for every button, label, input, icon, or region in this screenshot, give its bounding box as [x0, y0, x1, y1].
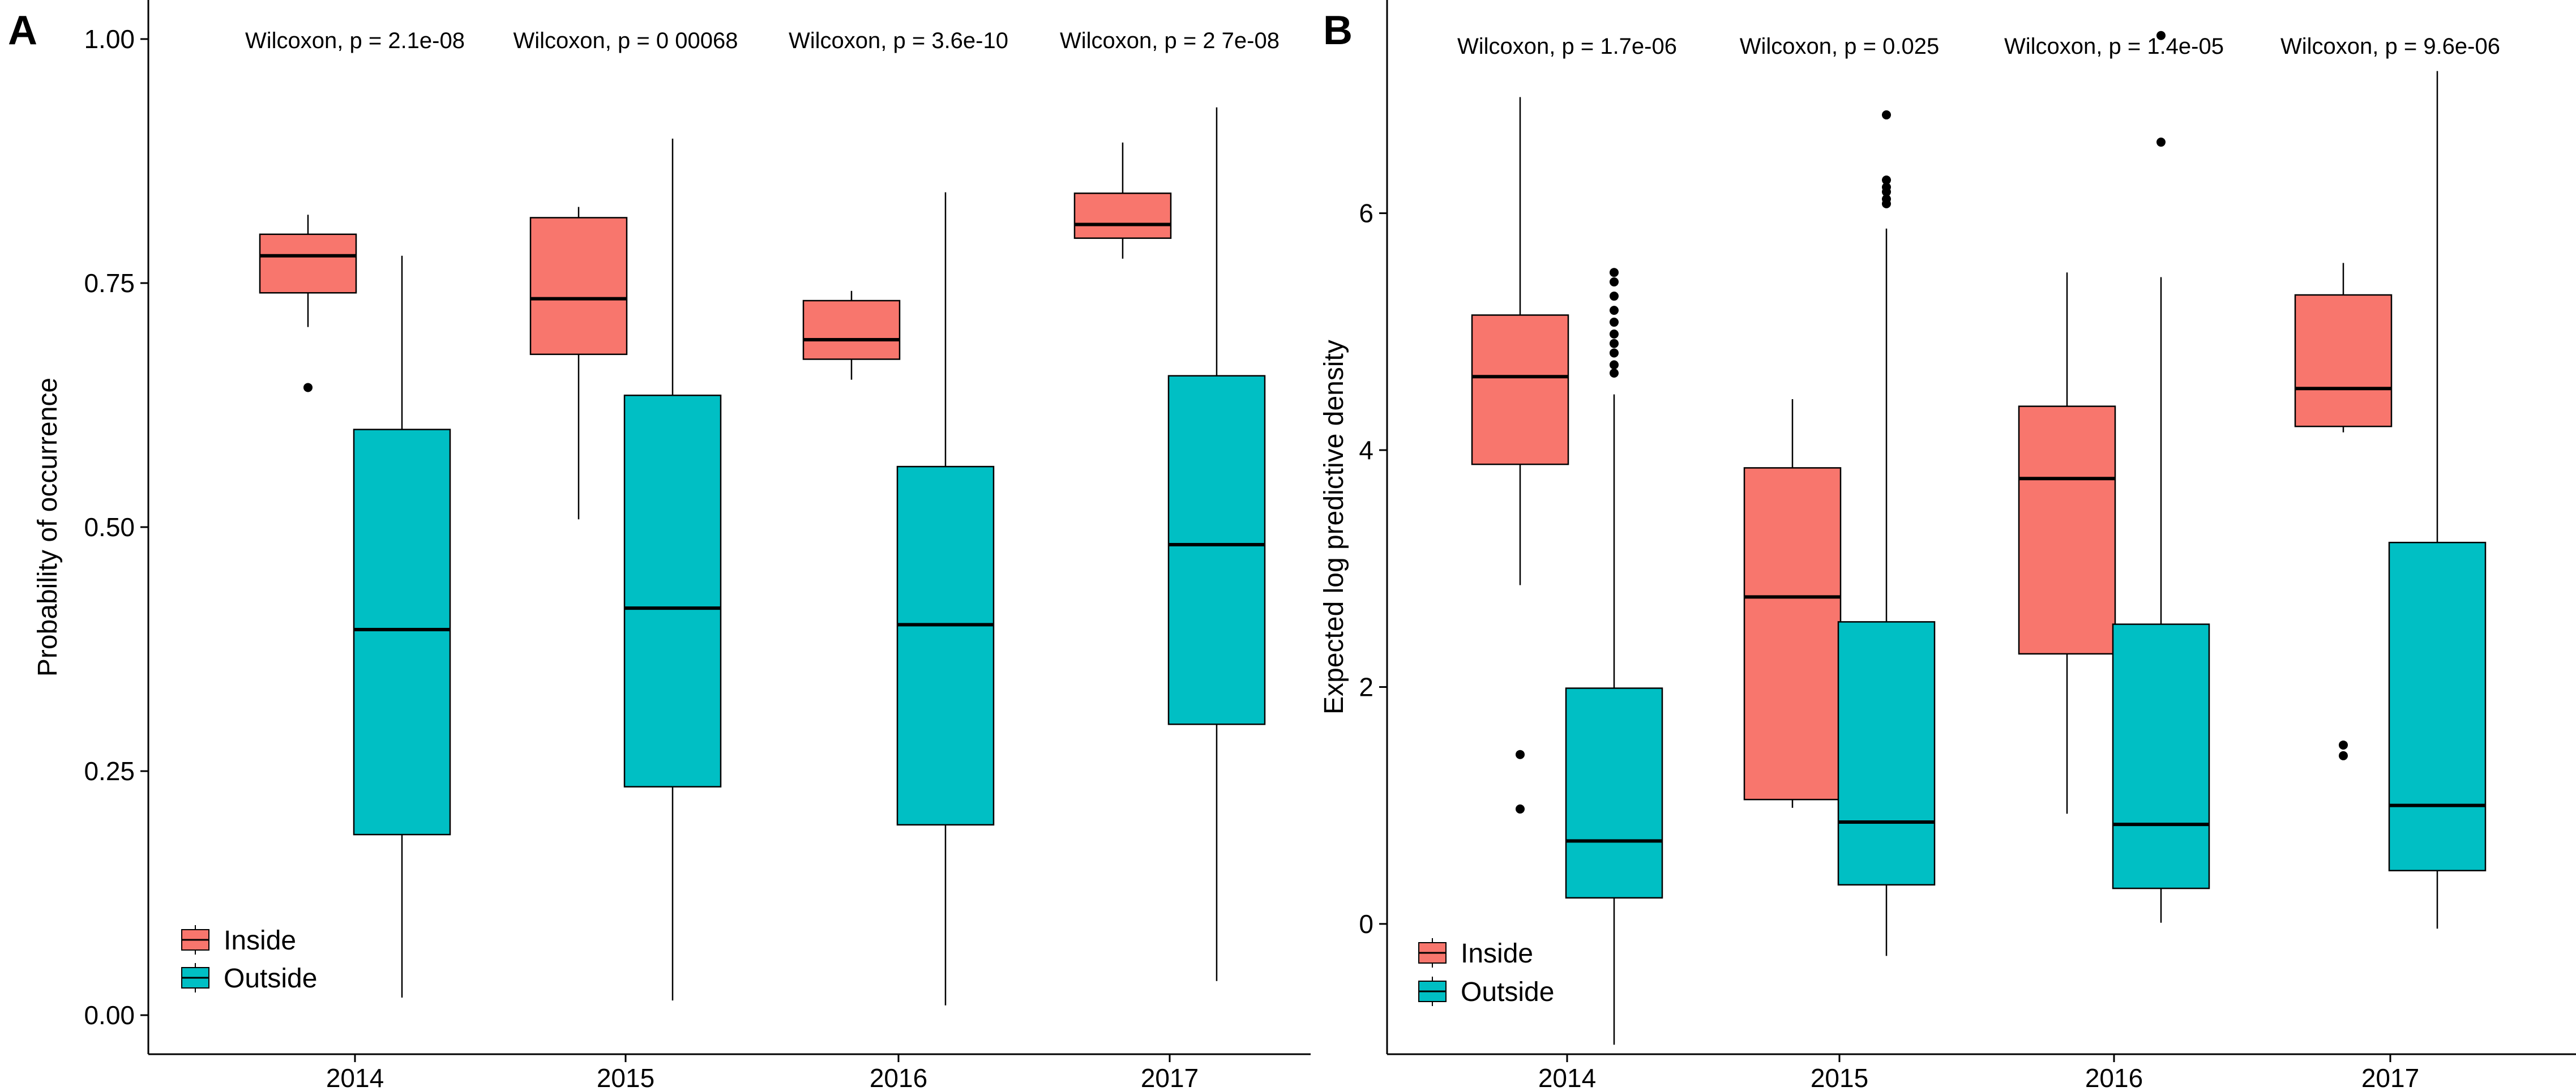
outlier-point — [1610, 348, 1619, 358]
panel-letter: B — [1323, 8, 1353, 53]
wilcoxon-annotation: Wilcoxon, p = 9.6e-06 — [2280, 34, 2500, 59]
y-tick-label: 0.75 — [84, 268, 135, 298]
box-inside-2015 — [529, 207, 628, 520]
box-body — [802, 300, 901, 360]
box-body — [896, 465, 995, 826]
box-inside-2017 — [1073, 142, 1172, 259]
wilcoxon-annotation: Wilcoxon, p = 0.025 — [1740, 34, 1939, 59]
outlier-point — [1882, 176, 1891, 185]
box-body — [1073, 192, 1172, 239]
y-tick-label: 0.50 — [84, 512, 135, 542]
box-outside-2016 — [896, 192, 995, 1006]
x-tick-label: 2015 — [597, 1063, 654, 1091]
wilcoxon-annotation: Wilcoxon, p = 3.6e-10 — [789, 28, 1008, 53]
legend-label: Outside — [1461, 977, 1554, 1007]
outlier-point — [2339, 740, 2348, 750]
box-inside-2017 — [2294, 263, 2393, 760]
box-body — [259, 233, 357, 294]
x-tick-label: 2017 — [1141, 1063, 1199, 1091]
box-inside-2014 — [1471, 97, 1569, 814]
legend-label: Inside — [224, 926, 296, 956]
legend-item-outside: Outside — [181, 963, 317, 994]
outlier-point — [1610, 369, 1619, 378]
outlier-point — [1610, 268, 1619, 277]
outlier-point — [1610, 329, 1619, 339]
y-tick-label: 6 — [1359, 199, 1373, 228]
legend-item-outside: Outside — [1418, 977, 1554, 1007]
y-tick-label: 2 — [1359, 672, 1373, 701]
box-inside-2016 — [802, 290, 901, 380]
box-body — [529, 217, 628, 356]
outlier-point — [1610, 318, 1619, 327]
x-tick-label: 2016 — [870, 1063, 927, 1091]
outlier-point — [1882, 194, 1891, 204]
box-body — [353, 429, 451, 836]
outlier-point — [1610, 306, 1619, 315]
panel-letter: A — [8, 8, 37, 53]
legend-item-inside: Inside — [1418, 938, 1533, 969]
box-inside-2015 — [1743, 399, 1842, 808]
legend-item-inside: Inside — [181, 925, 296, 956]
box-body — [1167, 375, 1266, 725]
y-tick-label: 0 — [1359, 909, 1373, 939]
box-body — [1743, 467, 1842, 801]
outlier-point — [1516, 750, 1525, 759]
legend-label: Inside — [1461, 939, 1533, 969]
box-body — [2294, 294, 2393, 427]
x-tick-label: 2017 — [2361, 1063, 2419, 1091]
y-axis-title: Probability of occurrence — [33, 378, 63, 677]
box-outside-2014 — [353, 255, 451, 998]
outlier-point — [1516, 804, 1525, 814]
box-body — [2388, 541, 2487, 871]
y-tick-label: 1.00 — [84, 24, 135, 54]
y-axis-title: Expected log predictive density — [1319, 340, 1349, 715]
box-outside-2017 — [2388, 71, 2487, 929]
box-body — [2018, 405, 2116, 655]
outlier-point — [1610, 292, 1619, 301]
outlier-point — [2156, 31, 2166, 40]
y-tick-label: 0.25 — [84, 756, 135, 786]
box-outside-2017 — [1167, 107, 1266, 981]
outlier-point — [1882, 110, 1891, 119]
box-inside-2016 — [2018, 272, 2116, 814]
y-tick-label: 4 — [1359, 435, 1373, 465]
outlier-point — [303, 383, 313, 392]
outlier-point — [2156, 138, 2166, 147]
outlier-point — [1610, 339, 1619, 348]
x-tick-label: 2014 — [1538, 1063, 1596, 1091]
box-outside-2015 — [1837, 110, 1936, 956]
wilcoxon-annotation: Wilcoxon, p = 1.4e-05 — [2004, 34, 2224, 59]
box-body — [1471, 314, 1569, 465]
outlier-point — [1882, 182, 1891, 192]
x-tick-label: 2016 — [2085, 1063, 2143, 1091]
box-outside-2016 — [2112, 31, 2210, 923]
box-inside-2014 — [259, 215, 357, 392]
wilcoxon-annotation: Wilcoxon, p = 2.1e-08 — [245, 28, 465, 53]
panel-a: A 0.00 0.25 0.50 0.75 1.00 Probability of occu… — [8, 0, 1311, 1091]
outlier-point — [1610, 360, 1619, 370]
box-outside-2014 — [1565, 268, 1663, 1045]
wilcoxon-annotation: Wilcoxon, p = 0 00068 — [514, 28, 738, 53]
box-body — [1565, 687, 1663, 899]
y-tick-label: 0.00 — [84, 1000, 135, 1030]
x-tick-label: 2015 — [1811, 1063, 1868, 1091]
panel-b: B 0 2 4 6 Expected log predictive density 2014… — [1319, 0, 2576, 1091]
box-outside-2015 — [623, 138, 722, 1001]
outlier-point — [1610, 277, 1619, 286]
box-body — [623, 395, 722, 788]
outlier-point — [2339, 751, 2348, 760]
wilcoxon-annotation: Wilcoxon, p = 2 7e-08 — [1060, 28, 1280, 53]
x-tick-label: 2014 — [326, 1063, 384, 1091]
wilcoxon-annotation: Wilcoxon, p = 1.7e-06 — [1457, 34, 1677, 59]
legend-label: Outside — [224, 964, 317, 994]
box-body — [1837, 621, 1936, 886]
box-body — [2112, 623, 2210, 889]
